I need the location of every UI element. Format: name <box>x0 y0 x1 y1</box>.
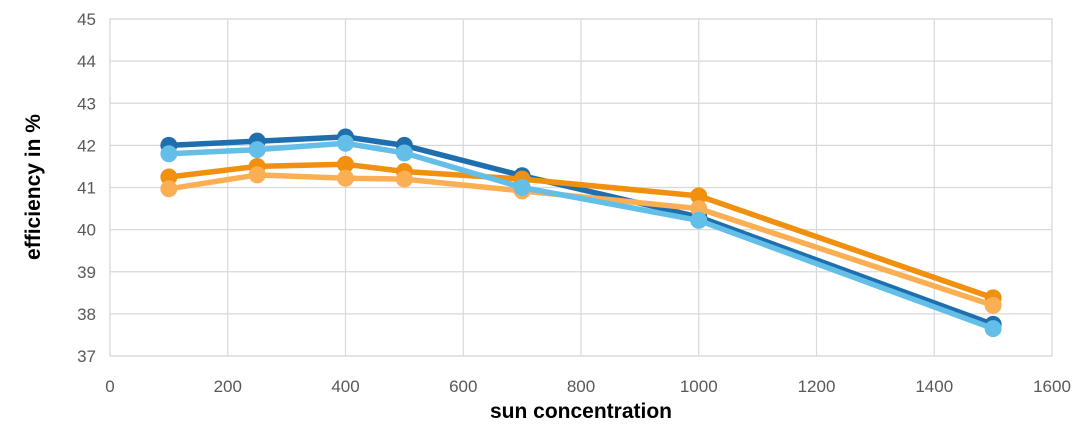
y-tick-label: 38 <box>77 305 96 324</box>
x-tick-label: 1000 <box>680 377 718 396</box>
x-tick-label: 800 <box>567 377 595 396</box>
series-4-point <box>513 179 531 196</box>
y-tick-label: 40 <box>77 221 96 240</box>
series-3-point <box>160 180 178 198</box>
series-3-point <box>690 200 708 218</box>
y-axis-title: efficiency in % <box>22 114 45 260</box>
x-tick-label: 1600 <box>1033 377 1071 396</box>
series-4-point <box>984 320 1002 338</box>
series-4-point <box>690 211 708 229</box>
y-tick-label: 39 <box>77 263 96 282</box>
x-axis-ticks: 0 200 400 600 800 1000 1200 1400 1600 <box>105 377 1071 396</box>
series-4 <box>160 134 1002 338</box>
series-3-point <box>395 170 413 188</box>
x-tick-label: 1400 <box>915 377 953 396</box>
y-tick-label: 37 <box>77 347 96 366</box>
plot-area-border <box>109 18 1053 357</box>
series-4-point <box>395 144 413 162</box>
series-2-point <box>160 168 178 186</box>
y-axis-ticks: 37 38 39 40 41 42 43 44 45 <box>77 10 96 366</box>
x-tick-label: 200 <box>214 377 242 396</box>
y-tick-label: 44 <box>77 52 96 71</box>
series-2-point <box>337 155 354 173</box>
y-tick-label: 45 <box>77 10 96 29</box>
x-tick-label: 400 <box>331 377 359 396</box>
series-3 <box>160 166 1002 314</box>
y-tick-label: 42 <box>77 136 96 155</box>
x-tick-label: 0 <box>105 377 114 396</box>
x-tick-label: 600 <box>449 377 477 396</box>
series-4-point <box>248 141 266 159</box>
y-tick-label: 41 <box>77 179 96 198</box>
y-tick-label: 43 <box>77 94 96 113</box>
series-4-point <box>337 134 354 152</box>
series-3-point <box>984 296 1002 314</box>
series-group <box>160 128 1002 338</box>
series-2-point <box>690 187 708 205</box>
x-axis-title: sun concentration <box>490 400 672 423</box>
series-4-point <box>160 145 178 163</box>
series-3-point <box>248 166 266 184</box>
x-tick-label: 1200 <box>798 377 836 396</box>
series-3-point <box>337 169 354 187</box>
